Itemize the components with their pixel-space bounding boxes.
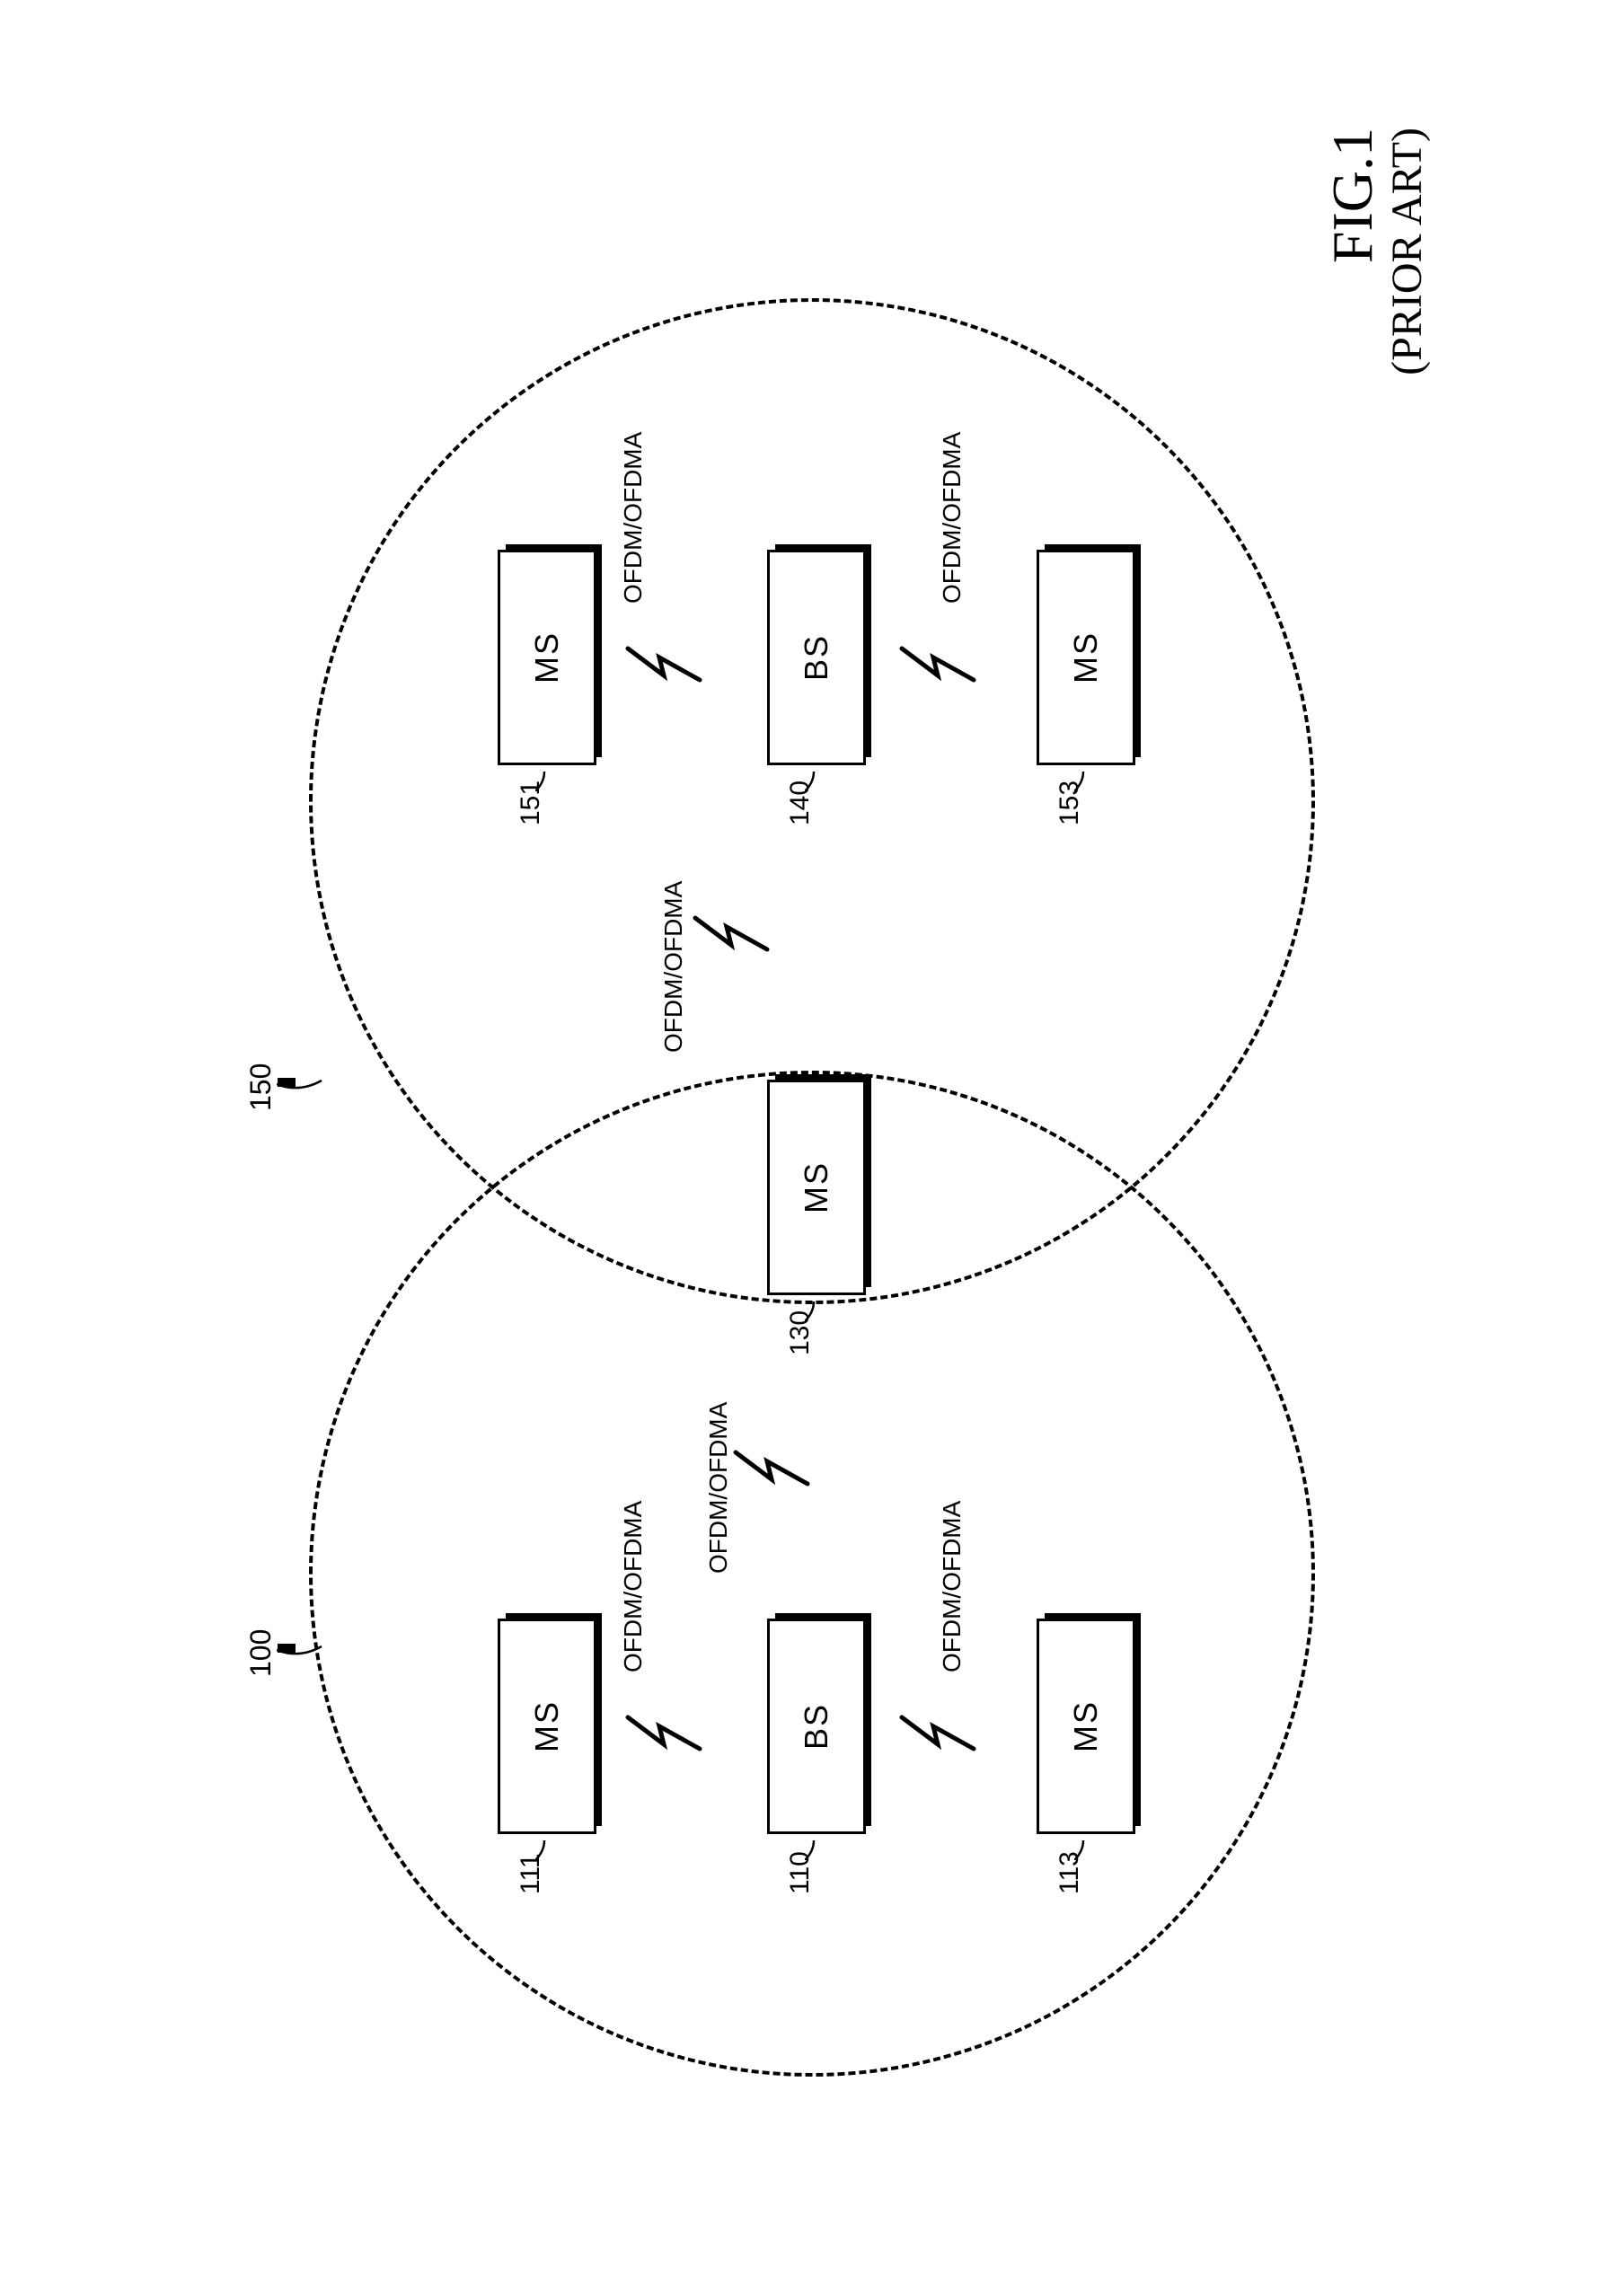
ms-130-label: MS bbox=[798, 1161, 835, 1213]
ref-153: 153 bbox=[1055, 781, 1085, 825]
spark-l4 bbox=[691, 904, 772, 958]
ref-113: 113 bbox=[1055, 1851, 1085, 1894]
ms-151-label: MS bbox=[528, 631, 566, 684]
figure-caption-line2: (PRIOR ART) bbox=[1384, 128, 1432, 375]
spark-l2 bbox=[731, 1439, 812, 1493]
ref-150: 150 bbox=[244, 1063, 278, 1111]
bs-110-label: BS bbox=[798, 1703, 835, 1750]
bs-140-label: BS bbox=[798, 634, 835, 681]
link-l5-label: OFDM/OFDMA bbox=[619, 432, 648, 604]
link-l6-label: OFDM/OFDMA bbox=[938, 432, 966, 604]
ms-111-label: MS bbox=[528, 1700, 566, 1752]
ms-153-box: MS bbox=[1037, 550, 1135, 765]
spark-l3 bbox=[897, 1704, 978, 1758]
ms-151-box: MS bbox=[498, 550, 596, 765]
bs-110-box: BS bbox=[767, 1619, 866, 1834]
link-l1-label: OFDM/OFDMA bbox=[619, 1501, 648, 1672]
link-l3-label: OFDM/OFDMA bbox=[938, 1501, 966, 1672]
ref-100: 100 bbox=[244, 1629, 278, 1677]
ms-130-box: MS bbox=[767, 1080, 866, 1295]
ref-111: 111 bbox=[516, 1853, 546, 1894]
link-l4-label: OFDM/OFDMA bbox=[659, 881, 688, 1053]
ms-111-box: MS bbox=[498, 1619, 596, 1834]
ref-140: 140 bbox=[785, 781, 816, 825]
bs-140-box: BS bbox=[767, 550, 866, 765]
ms-153-label: MS bbox=[1067, 631, 1105, 684]
spark-l6 bbox=[897, 635, 978, 689]
ref-100-text: 100 bbox=[244, 1629, 277, 1677]
spark-l1 bbox=[623, 1704, 704, 1758]
figure-caption-line1: FIG.1 bbox=[1321, 128, 1384, 375]
spark-l5 bbox=[623, 635, 704, 689]
diagram-container: 100 150 111 MS 110 BS 113 MS 130 MS bbox=[183, 154, 1441, 2131]
figure-caption: FIG.1 (PRIOR ART) bbox=[1321, 128, 1432, 375]
ms-113-box: MS bbox=[1037, 1619, 1135, 1834]
ref-151: 151 bbox=[516, 781, 546, 825]
ref-110: 110 bbox=[785, 1851, 816, 1894]
link-l2-label: OFDM/OFDMA bbox=[704, 1402, 733, 1574]
ref-130: 130 bbox=[785, 1310, 816, 1355]
ref-150-text: 150 bbox=[244, 1063, 277, 1111]
ms-113-label: MS bbox=[1067, 1700, 1105, 1752]
